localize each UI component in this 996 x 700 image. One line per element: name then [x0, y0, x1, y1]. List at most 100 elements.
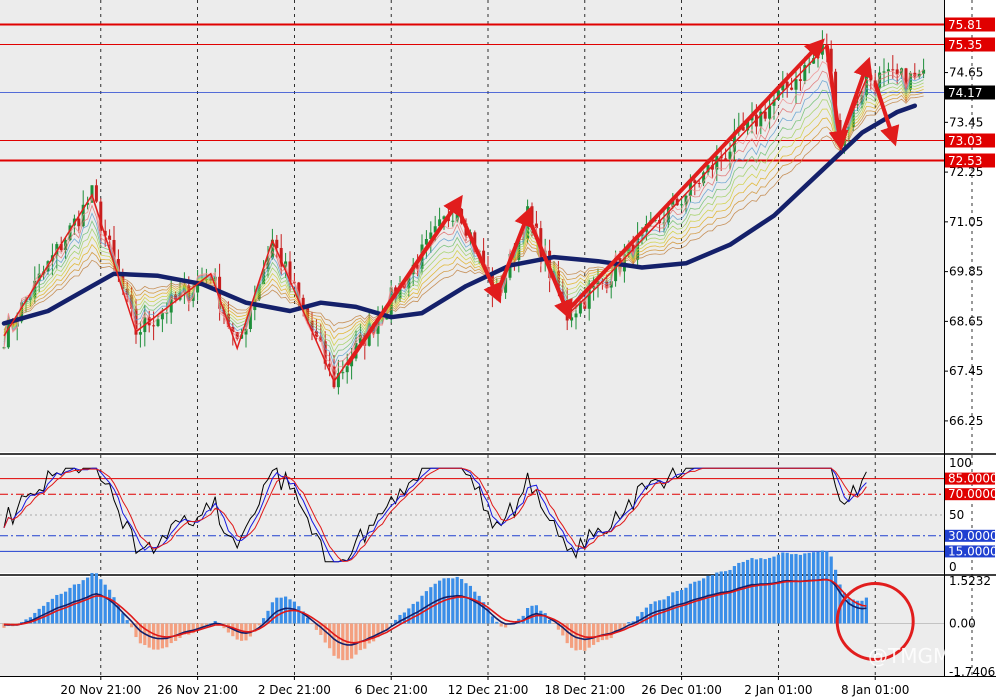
trend-arrow — [455, 206, 502, 304]
rsi-level-tag — [945, 472, 995, 485]
macd-bar — [803, 553, 807, 624]
x-tick-label: 2 Dec 21:00 — [258, 683, 331, 697]
macd-bar — [138, 623, 142, 644]
macd-bar — [2, 623, 6, 628]
candle-body — [794, 79, 798, 90]
macd-bar — [191, 623, 195, 634]
candle-body — [209, 278, 213, 281]
macd-bar — [134, 623, 138, 638]
ribbon-line — [3, 76, 924, 367]
current-price-tag — [945, 85, 995, 100]
macd-bar — [636, 616, 640, 624]
candle-body — [741, 126, 745, 131]
macd-bar — [363, 623, 367, 649]
candle-body — [156, 319, 160, 327]
macd-bar — [292, 601, 296, 624]
candle-body — [587, 288, 591, 309]
macd-bar — [697, 580, 701, 624]
macd-bar — [209, 623, 213, 624]
macd-bar — [600, 623, 604, 641]
macd-bar — [596, 623, 600, 643]
candle-body — [108, 235, 112, 240]
macd-bar — [213, 620, 217, 624]
candle-body — [578, 301, 582, 314]
level-label: 75.81 — [948, 18, 982, 32]
candle-body — [407, 274, 411, 288]
x-tick-label: 20 Nov 21:00 — [60, 683, 141, 697]
x-tick-label: 12 Dec 21:00 — [448, 683, 529, 697]
candle-body — [358, 334, 362, 343]
candle-body — [376, 319, 380, 334]
macd-bar — [728, 569, 732, 624]
rsi-level-tag — [945, 488, 995, 501]
macd-bar — [702, 578, 706, 624]
macd-bar — [622, 623, 626, 627]
macd-bar — [473, 591, 477, 624]
rsi-level-label: 85.0000 — [948, 472, 996, 486]
macd-bar — [561, 623, 565, 636]
macd-bar — [178, 623, 182, 638]
candle-body — [174, 294, 178, 300]
candle-body — [160, 312, 164, 320]
macd-bar — [367, 623, 371, 644]
macd-bar — [794, 553, 798, 624]
macd-tick-label: 1.5232 — [949, 574, 991, 588]
candle-body — [772, 99, 776, 106]
candle-body — [702, 172, 706, 184]
macd-signal-line — [3, 578, 867, 646]
macd-bar — [847, 598, 851, 624]
macd-bar — [323, 623, 327, 643]
macd-bar — [504, 623, 508, 628]
level-tag — [945, 153, 995, 168]
macd-bar — [856, 600, 860, 624]
candle-body — [6, 319, 10, 348]
trend-arrow — [824, 45, 849, 151]
trend-arrow — [565, 38, 825, 313]
candle-body — [59, 244, 63, 251]
macd-bar — [627, 622, 631, 624]
macd-bar — [266, 610, 270, 624]
macd-bar — [99, 579, 103, 624]
level-tag — [945, 133, 995, 148]
candle-body — [504, 277, 508, 293]
macd-bar — [614, 623, 618, 633]
level-label: 73.03 — [948, 134, 982, 148]
candle-body — [33, 280, 37, 298]
macd-bar — [750, 558, 754, 624]
level-label: 72.53 — [948, 154, 982, 168]
macd-bar — [112, 597, 116, 624]
macd-bar — [341, 623, 345, 661]
candle-body — [882, 71, 886, 73]
macd-bar — [631, 621, 635, 624]
macd-bar — [605, 623, 609, 640]
macd-bar — [130, 623, 134, 628]
macd-bar — [468, 585, 472, 624]
candle-body — [790, 87, 794, 90]
macd-bar — [350, 623, 354, 659]
candle-body — [574, 313, 578, 318]
macd-bar — [772, 556, 776, 624]
macd-bar — [587, 623, 591, 648]
macd-bar — [820, 550, 824, 624]
candle-body — [869, 75, 873, 81]
macd-bar — [543, 613, 547, 624]
macd-bar — [864, 597, 868, 624]
macd-bar — [556, 623, 560, 630]
candle-body — [680, 204, 684, 206]
candle-body — [803, 65, 807, 81]
candle-body — [728, 151, 732, 159]
macd-tick-label: -1.7406 — [949, 665, 995, 679]
macd-bar — [389, 623, 393, 624]
y-tick-label: 74.65 — [949, 66, 983, 80]
ribbon-line — [3, 79, 924, 360]
candle-body — [429, 232, 433, 239]
x-tick-label: 18 Dec 21:00 — [544, 683, 625, 697]
rsi-level-tag — [945, 529, 995, 542]
candle-body — [596, 281, 600, 286]
macd-bar — [851, 599, 855, 624]
candle-body — [922, 69, 926, 74]
candle-body — [697, 183, 701, 185]
candle-body — [328, 363, 332, 367]
candle-body — [706, 165, 710, 173]
